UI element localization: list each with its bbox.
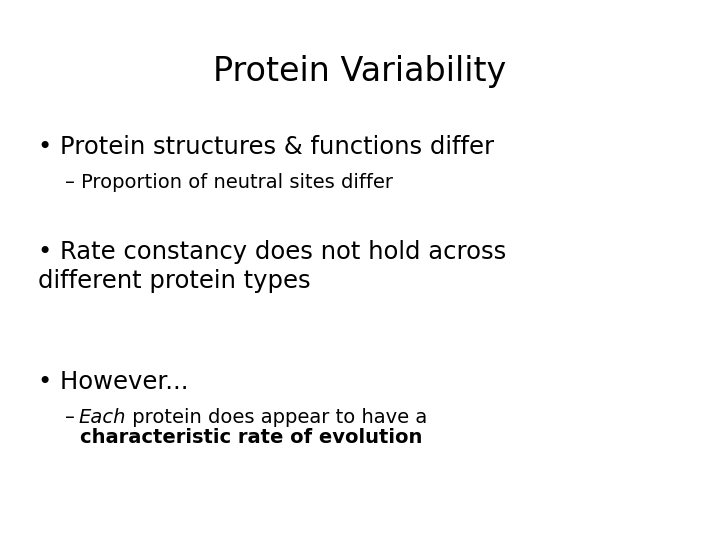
- Text: Protein Variability: Protein Variability: [213, 55, 507, 88]
- Text: –: –: [65, 408, 78, 427]
- Text: – Proportion of neutral sites differ: – Proportion of neutral sites differ: [65, 173, 393, 192]
- Text: • Protein structures & functions differ: • Protein structures & functions differ: [38, 135, 494, 159]
- Text: protein does appear to have a: protein does appear to have a: [126, 408, 428, 427]
- Text: • However...: • However...: [38, 370, 189, 394]
- Text: • Rate constancy does not hold across
different protein types: • Rate constancy does not hold across di…: [38, 240, 506, 293]
- Text: Each: Each: [78, 408, 126, 427]
- Text: characteristic rate of evolution: characteristic rate of evolution: [80, 428, 423, 447]
